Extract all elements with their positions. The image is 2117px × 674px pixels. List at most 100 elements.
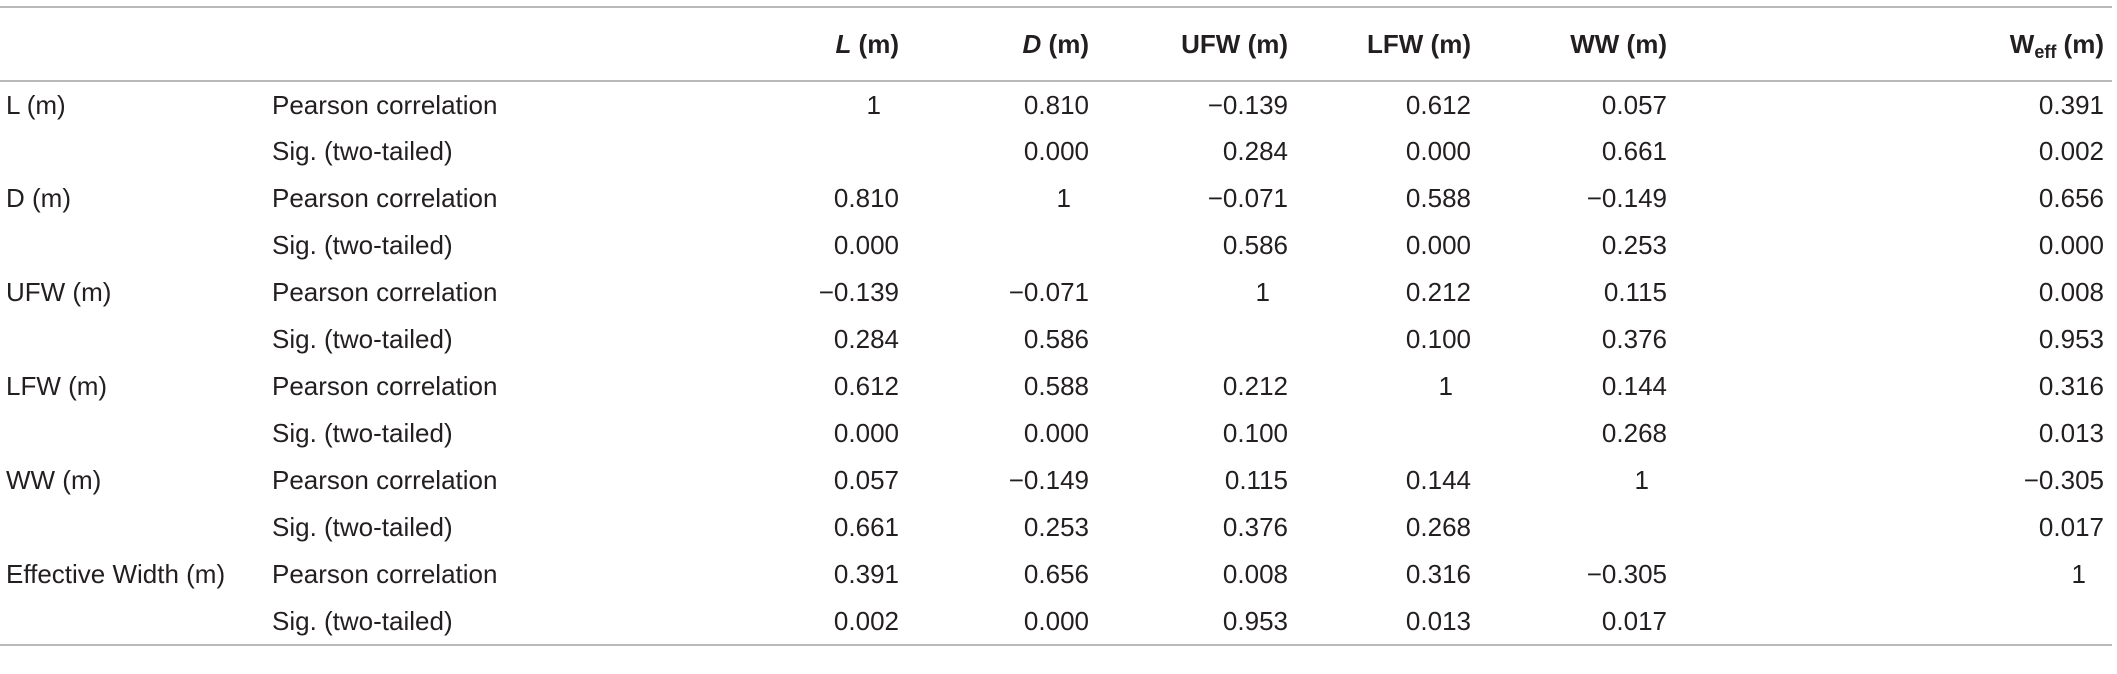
cell-d: 0.588 [1023, 371, 1089, 401]
cell-ufw: 0.953 [1222, 605, 1288, 636]
header-blank-variable [0, 7, 272, 81]
row-statistic-label: Sig. (two-tailed) [272, 605, 453, 636]
cell-weff: 0.008 [2038, 277, 2104, 307]
header-col-weff-label: W [2009, 28, 2035, 59]
header-col-lfw: LFW (m) [1296, 7, 1479, 81]
cell-lfw: 0.588 [1405, 183, 1471, 213]
cell-ww: 0.253 [1601, 230, 1667, 260]
cell-d: −0.071 [1008, 277, 1089, 307]
cell-weff [1675, 598, 2112, 645]
header-col-ww-label: WW (m) [1570, 28, 1667, 59]
table-row: Sig. (two-tailed) 0.284 0.586 0.100 0.376 0.9… [0, 316, 2112, 363]
cell-d: 0.000 [1023, 605, 1089, 636]
header-col-weff: Weff (m) [1675, 7, 2112, 81]
row-variable-label [0, 128, 272, 175]
row-statistic-label: Sig. (two-tailed) [272, 512, 453, 542]
cell-l: 0.284 [833, 324, 899, 354]
table-row: WW (m) Pearson correlation 0.057 −0.149 0.11… [0, 457, 2112, 504]
cell-l: 0.057 [833, 465, 899, 495]
table-row: UFW (m) Pearson correlation −0.139 −0.071 1 0… [0, 269, 2112, 316]
row-variable-label [0, 316, 272, 363]
cell-d: 0.656 [1023, 559, 1089, 589]
cell-d: 0.000 [1023, 136, 1089, 166]
row-variable-label: LFW (m) [6, 371, 108, 401]
cell-l [636, 128, 907, 175]
cell-ufw: 0.376 [1222, 512, 1288, 542]
row-statistic-label: Pearson correlation [272, 371, 498, 401]
header-col-weff-subscript: eff [2034, 41, 2057, 62]
cell-d [907, 222, 1097, 269]
header-blank-statistic [272, 7, 636, 81]
row-variable-label [0, 222, 272, 269]
cell-l: 0.661 [833, 512, 899, 542]
cell-weff: 0.000 [2038, 230, 2104, 260]
cell-l: 0.000 [833, 230, 899, 260]
row-variable-label: Effective Width (m) [6, 559, 226, 589]
row-statistic-label: Pearson correlation [272, 89, 498, 120]
cell-ww: 0.268 [1601, 418, 1667, 448]
cell-weff: 0.017 [2038, 512, 2104, 542]
cell-ww: 1 [1634, 465, 1649, 495]
row-statistic-label: Sig. (two-tailed) [272, 230, 453, 260]
header-col-l: L (m) [636, 7, 907, 81]
row-variable-label [0, 504, 272, 551]
cell-d: −0.149 [1008, 465, 1089, 495]
cell-ufw: 0.100 [1222, 418, 1288, 448]
cell-weff: 0.656 [2038, 183, 2104, 213]
cell-weff: 0.953 [2038, 324, 2104, 354]
row-variable-label: D (m) [6, 183, 71, 213]
cell-ufw: 0.284 [1222, 136, 1288, 166]
cell-ww: 0.017 [1601, 605, 1667, 636]
cell-lfw: 0.268 [1405, 512, 1471, 542]
row-statistic-label: Pearson correlation [272, 465, 498, 495]
cell-ww: 0.144 [1601, 371, 1667, 401]
row-variable-label [0, 598, 272, 645]
header-row: L (m) D (m) UFW (m) LFW (m) WW (m) Weff … [0, 7, 2112, 81]
cell-l: 0.000 [833, 418, 899, 448]
cell-ww: −0.149 [1586, 183, 1667, 213]
header-col-ufw-label: UFW (m) [1181, 28, 1288, 59]
cell-ww: 0.376 [1601, 324, 1667, 354]
row-statistic-label: Sig. (two-tailed) [272, 136, 453, 166]
cell-ufw [1097, 316, 1296, 363]
row-statistic-label: Pearson correlation [272, 277, 498, 307]
table-body: L (m) Pearson correlation 1 0.810 −0.139 0.61… [0, 81, 2112, 645]
row-statistic-label: Pearson correlation [272, 183, 498, 213]
header-col-ufw: UFW (m) [1097, 7, 1296, 81]
row-statistic-label: Pearson correlation [272, 559, 498, 589]
cell-weff: 0.316 [2038, 371, 2104, 401]
row-statistic-label: Sig. (two-tailed) [272, 418, 453, 448]
header-col-lfw-label: LFW (m) [1367, 28, 1471, 59]
header-col-weff-unit: (m) [2056, 28, 2104, 59]
cell-lfw: 0.100 [1405, 324, 1471, 354]
cell-l: 0.391 [833, 559, 899, 589]
cell-lfw: 0.212 [1405, 277, 1471, 307]
cell-d: 1 [1056, 183, 1071, 213]
cell-lfw: 0.013 [1405, 605, 1471, 636]
cell-weff: 1 [2071, 559, 2086, 589]
cell-d: 0.000 [1023, 418, 1089, 448]
cell-weff: 0.002 [2038, 136, 2104, 166]
cell-lfw: 0.612 [1405, 89, 1471, 120]
cell-ufw: 0.008 [1222, 559, 1288, 589]
cell-lfw: 1 [1438, 371, 1453, 401]
cell-l: 1 [866, 89, 881, 120]
cell-ufw: −0.139 [1207, 89, 1288, 120]
cell-lfw: 0.316 [1405, 559, 1471, 589]
cell-l: 0.810 [833, 183, 899, 213]
table-row: Sig. (two-tailed) 0.000 0.284 0.000 0.661 0.0… [0, 128, 2112, 175]
table-row: Effective Width (m) Pearson correlation 0.… [0, 551, 2112, 598]
cell-d: 0.586 [1023, 324, 1089, 354]
header-col-d-unit: (m) [1041, 28, 1089, 59]
header-col-l-label: L [835, 28, 852, 59]
cell-ww: 0.057 [1601, 89, 1667, 120]
table-row: Sig. (two-tailed) 0.000 0.586 0.000 0.253 0.0… [0, 222, 2112, 269]
row-variable-label: WW (m) [6, 465, 102, 495]
table-row: L (m) Pearson correlation 1 0.810 −0.139 0.61… [0, 81, 2112, 128]
cell-weff: 0.013 [2038, 418, 2104, 448]
table-row: D (m) Pearson correlation 0.810 1 −0.071 0.58… [0, 175, 2112, 222]
header-col-l-unit: (m) [851, 28, 899, 59]
row-variable-label: UFW (m) [6, 277, 112, 307]
header-col-d: D (m) [907, 7, 1097, 81]
